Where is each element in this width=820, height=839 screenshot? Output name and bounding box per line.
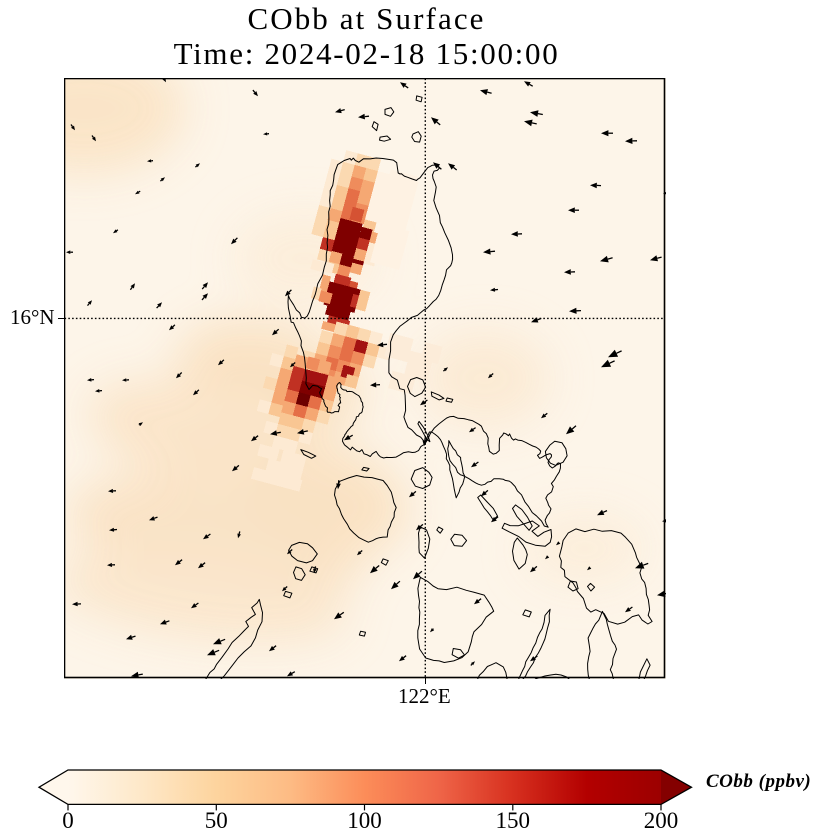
svg-text:150: 150: [496, 808, 531, 833]
svg-text:200: 200: [644, 808, 679, 833]
svg-text:CObb (ppbv): CObb (ppbv): [706, 771, 811, 792]
svg-text:100: 100: [347, 808, 382, 833]
svg-text:0: 0: [62, 808, 74, 833]
svg-text:50: 50: [205, 808, 228, 833]
